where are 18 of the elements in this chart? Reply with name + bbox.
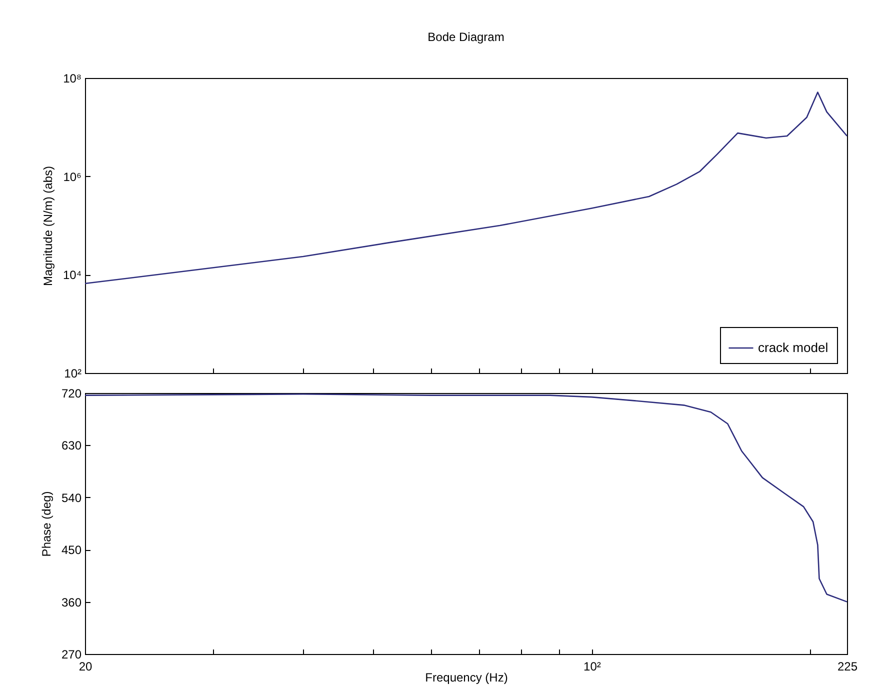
chart-title: Bode Diagram: [428, 30, 504, 44]
y-tick-label: 630: [61, 438, 82, 453]
x-tick-label: 10²: [584, 660, 601, 674]
y-tick-label: 10⁴: [62, 268, 82, 282]
legend-label: crack model: [758, 340, 828, 355]
x-tick-label: 20: [78, 660, 92, 674]
y-tick-label: 10²: [64, 366, 82, 380]
y-axis-title: Magnitude (N/m) (abs): [40, 166, 55, 286]
y-tick-label: 270: [61, 648, 82, 662]
y-axis-title: Phase (deg): [39, 491, 54, 557]
y-tick-label: 540: [61, 490, 82, 505]
y-tick-label: 10⁶: [63, 170, 82, 184]
y-tick-label: 10⁸: [63, 72, 82, 86]
y-tick-label: 360: [61, 595, 82, 610]
y-tick-label: 450: [61, 543, 82, 558]
x-axis-title: Frequency (Hz): [425, 670, 508, 684]
x-tick-label: 225: [837, 660, 858, 674]
y-tick-label: 720: [61, 386, 82, 400]
